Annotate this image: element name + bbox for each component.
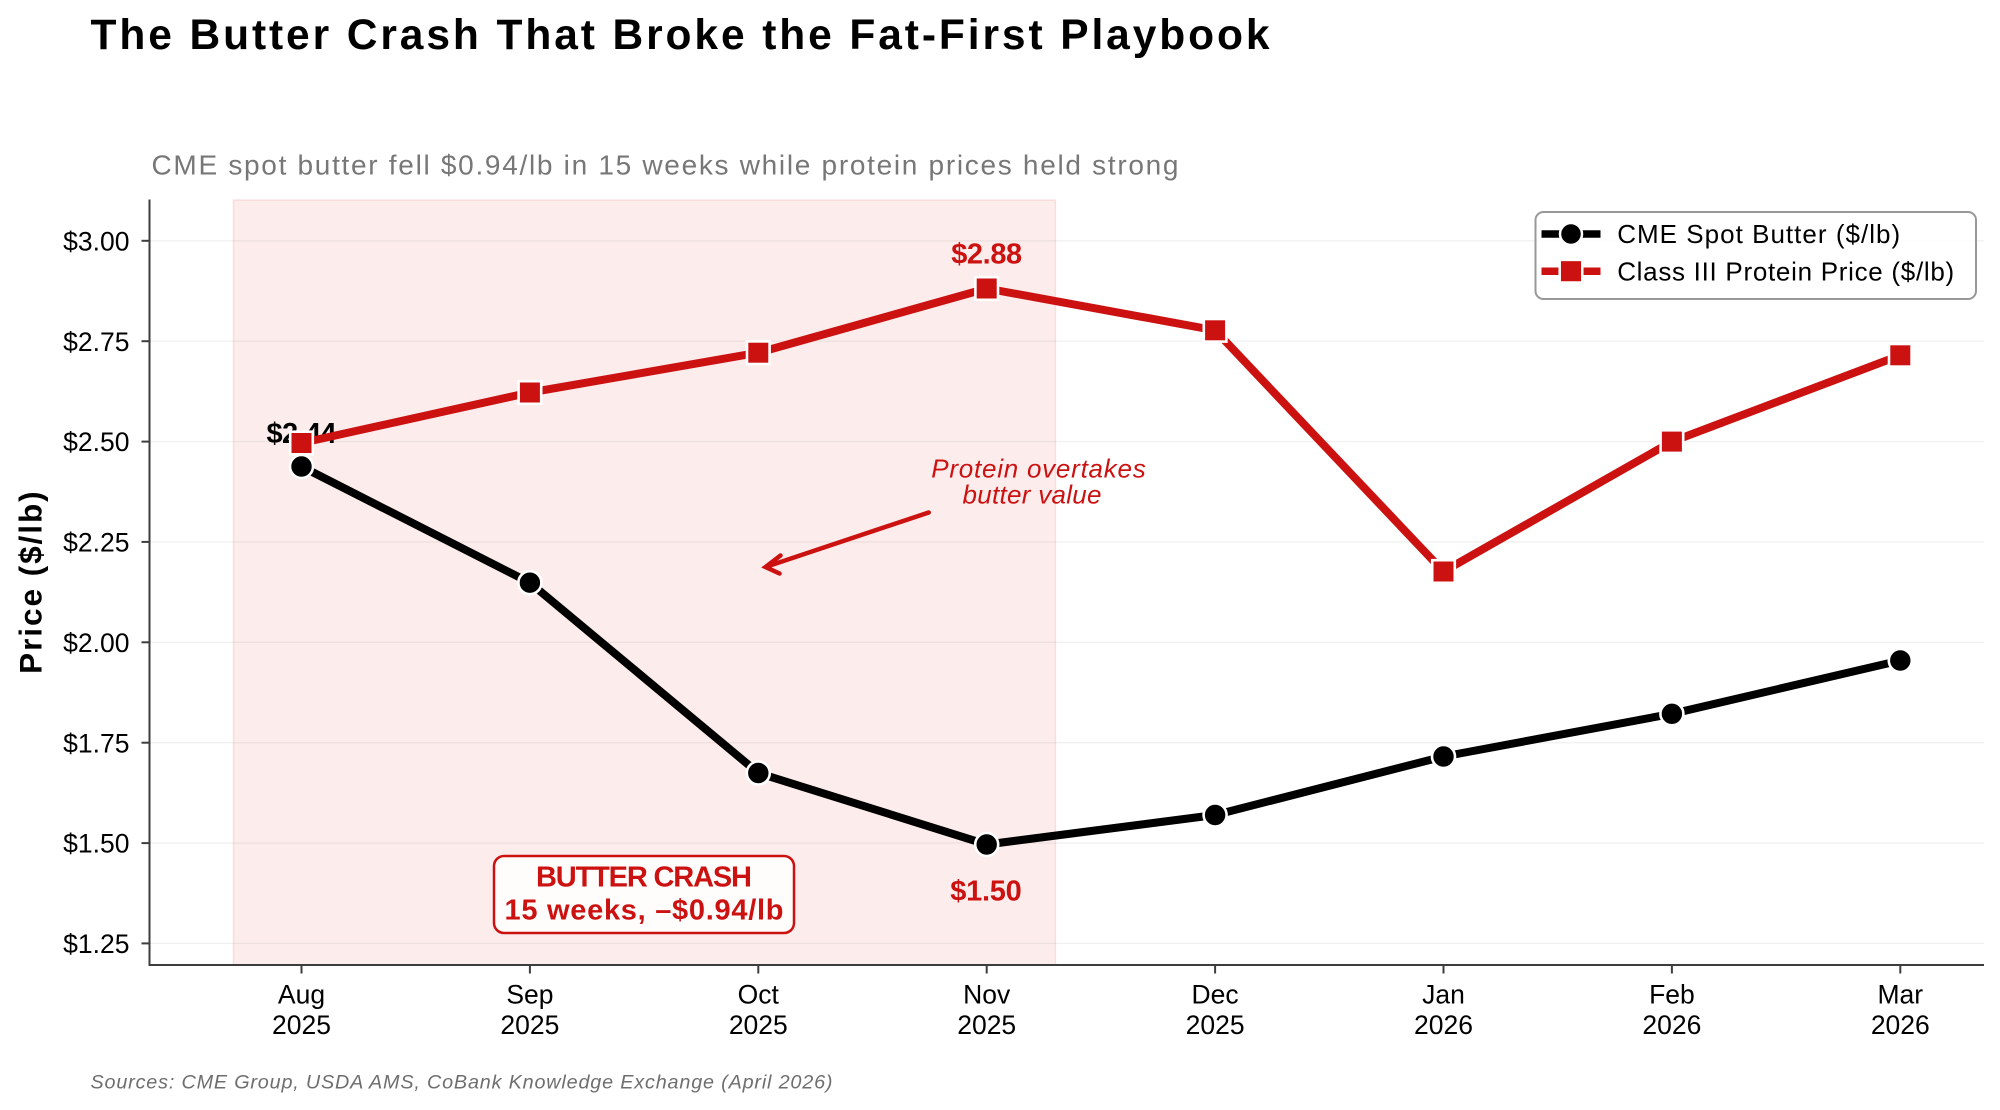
svg-text:2026: 2026	[1642, 1010, 1701, 1040]
svg-text:Protein overtakes: Protein overtakes	[931, 454, 1146, 484]
svg-text:CME Spot Butter ($/lb): CME Spot Butter ($/lb)	[1617, 219, 1900, 249]
svg-text:Price ($/lb): Price ($/lb)	[12, 491, 48, 674]
svg-text:The Butter Crash That Broke th: The Butter Crash That Broke the Fat-Firs…	[91, 12, 1270, 59]
svg-text:Oct: Oct	[738, 979, 780, 1009]
svg-text:$2.88: $2.88	[951, 239, 1022, 271]
svg-text:$2.25: $2.25	[63, 528, 129, 558]
svg-text:BUTTER CRASH: BUTTER CRASH	[536, 862, 752, 894]
svg-text:Class III Protein Price ($/lb): Class III Protein Price ($/lb)	[1617, 257, 1954, 287]
svg-text:$1.50: $1.50	[63, 829, 129, 859]
svg-text:Aug: Aug	[278, 979, 325, 1009]
svg-text:Feb: Feb	[1649, 979, 1695, 1009]
svg-text:2026: 2026	[1871, 1010, 1930, 1040]
svg-text:$1.25: $1.25	[63, 929, 129, 959]
svg-text:$1.75: $1.75	[63, 728, 129, 758]
svg-text:Sep: Sep	[506, 979, 553, 1009]
svg-text:Nov: Nov	[963, 979, 1011, 1009]
svg-text:2025: 2025	[729, 1010, 788, 1040]
svg-text:$2.75: $2.75	[63, 327, 129, 357]
svg-text:$1.50: $1.50	[950, 876, 1022, 908]
svg-text:Dec: Dec	[1192, 979, 1239, 1009]
svg-text:2025: 2025	[957, 1010, 1016, 1040]
svg-text:Mar: Mar	[1877, 979, 1923, 1009]
svg-text:Sources: CME Group, USDA AMS,: Sources: CME Group, USDA AMS, CoBank Kno…	[91, 1071, 833, 1093]
svg-text:2025: 2025	[1186, 1010, 1245, 1040]
svg-text:Jan: Jan	[1422, 979, 1465, 1009]
svg-text:butter value: butter value	[963, 480, 1102, 510]
svg-text:$2.00: $2.00	[63, 628, 129, 658]
svg-text:2026: 2026	[1414, 1010, 1473, 1040]
svg-text:$3.00: $3.00	[63, 226, 129, 256]
svg-text:2025: 2025	[272, 1010, 331, 1040]
svg-text:$2.50: $2.50	[63, 427, 129, 457]
svg-text:CME spot butter fell $0.94/lb: CME spot butter fell $0.94/lb in 15 week…	[152, 150, 1179, 181]
svg-text:15 weeks, –$0.94/lb: 15 weeks, –$0.94/lb	[505, 895, 784, 927]
svg-text:2025: 2025	[500, 1010, 559, 1040]
